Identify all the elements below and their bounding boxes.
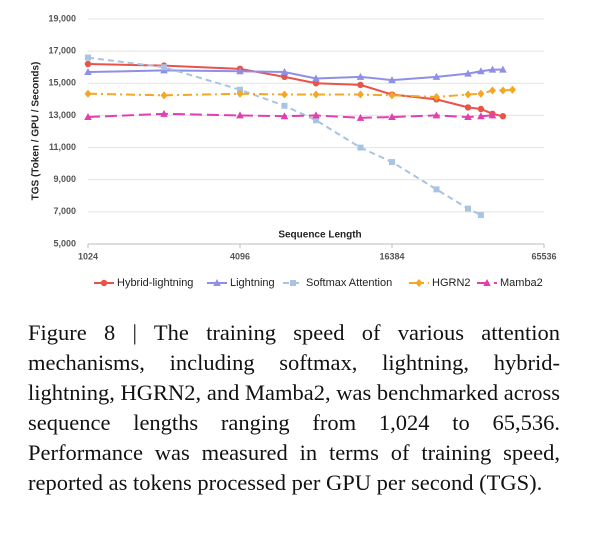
y-tick-label: 5,000 bbox=[53, 238, 76, 248]
legend-marker bbox=[483, 279, 491, 286]
data-point bbox=[280, 90, 288, 99]
legend-marker bbox=[290, 280, 296, 286]
data-point bbox=[464, 90, 472, 99]
legend-label: Hybrid-lightning bbox=[117, 277, 193, 289]
data-point bbox=[281, 73, 288, 81]
data-point bbox=[477, 89, 485, 98]
x-tick-label: 4096 bbox=[230, 251, 250, 261]
data-point bbox=[236, 67, 244, 75]
series-line bbox=[87, 56, 482, 216]
data-point bbox=[464, 113, 472, 121]
y-tick-label: 17,000 bbox=[48, 46, 76, 56]
data-point bbox=[356, 90, 364, 99]
data-point bbox=[312, 80, 320, 87]
data-point bbox=[160, 109, 168, 117]
data-point bbox=[488, 111, 497, 119]
data-point bbox=[357, 144, 364, 151]
x-tick-label: 65536 bbox=[531, 251, 556, 261]
data-point bbox=[84, 60, 92, 68]
y-tick-label: 9,000 bbox=[53, 174, 76, 184]
legend-label: HGRN2 bbox=[432, 277, 471, 289]
data-point bbox=[477, 67, 485, 75]
data-point bbox=[488, 86, 496, 95]
y-tick-label: 15,000 bbox=[48, 78, 76, 88]
data-point bbox=[84, 113, 92, 121]
data-point bbox=[499, 113, 507, 120]
y-tick-label: 13,000 bbox=[48, 110, 76, 120]
x-tick-label: 1024 bbox=[78, 251, 98, 261]
data-point bbox=[160, 91, 168, 100]
legend-label: Softmax Attention bbox=[306, 277, 392, 289]
data-point bbox=[237, 86, 243, 93]
legend-label: Mamba2 bbox=[500, 277, 543, 289]
data-point bbox=[477, 112, 485, 120]
data-point bbox=[499, 86, 507, 95]
data-point bbox=[84, 68, 92, 76]
data-point bbox=[313, 117, 319, 124]
data-point bbox=[477, 212, 484, 219]
figure-caption: Figure 8 | The training speed of various… bbox=[28, 320, 560, 495]
data-point bbox=[236, 111, 244, 119]
data-point bbox=[432, 92, 440, 101]
data-point bbox=[356, 72, 365, 80]
legend-marker bbox=[213, 279, 221, 286]
data-point bbox=[161, 64, 167, 71]
data-point bbox=[508, 85, 516, 94]
data-point bbox=[432, 111, 441, 119]
legend-marker bbox=[100, 279, 108, 287]
series-line bbox=[87, 63, 504, 118]
data-point bbox=[236, 89, 244, 98]
y-tick-label: 19,000 bbox=[48, 13, 76, 23]
legend-label: Lightning bbox=[230, 277, 275, 289]
data-point bbox=[432, 72, 441, 80]
y-axis-title: TGS (Token / GPU / Seconds) bbox=[31, 62, 42, 201]
x-tick-label: 16384 bbox=[379, 251, 404, 261]
data-point bbox=[281, 102, 288, 109]
y-tick-label: 11,000 bbox=[49, 142, 76, 152]
data-point bbox=[312, 111, 320, 119]
series-line bbox=[87, 88, 513, 98]
chart: Sequence Length TGS (Token / GPU / Secon… bbox=[31, 13, 557, 289]
data-point bbox=[356, 113, 365, 121]
x-axis-title: Sequence Length bbox=[278, 230, 361, 241]
data-point bbox=[388, 76, 396, 84]
legend-marker bbox=[415, 279, 423, 287]
data-point bbox=[85, 54, 91, 61]
data-point bbox=[477, 105, 485, 113]
data-point bbox=[84, 89, 92, 98]
data-point bbox=[499, 65, 507, 73]
data-point bbox=[488, 65, 497, 73]
data-point bbox=[280, 112, 289, 120]
data-point bbox=[312, 74, 320, 82]
data-point bbox=[433, 186, 440, 193]
data-point bbox=[280, 68, 289, 76]
data-point bbox=[389, 159, 395, 166]
data-point bbox=[464, 69, 472, 77]
data-point bbox=[464, 104, 472, 111]
data-point bbox=[388, 113, 396, 121]
data-point bbox=[465, 205, 471, 212]
y-tick-label: 7,000 bbox=[53, 206, 76, 216]
data-point bbox=[312, 90, 320, 99]
data-point bbox=[388, 91, 396, 100]
data-point bbox=[357, 81, 364, 89]
